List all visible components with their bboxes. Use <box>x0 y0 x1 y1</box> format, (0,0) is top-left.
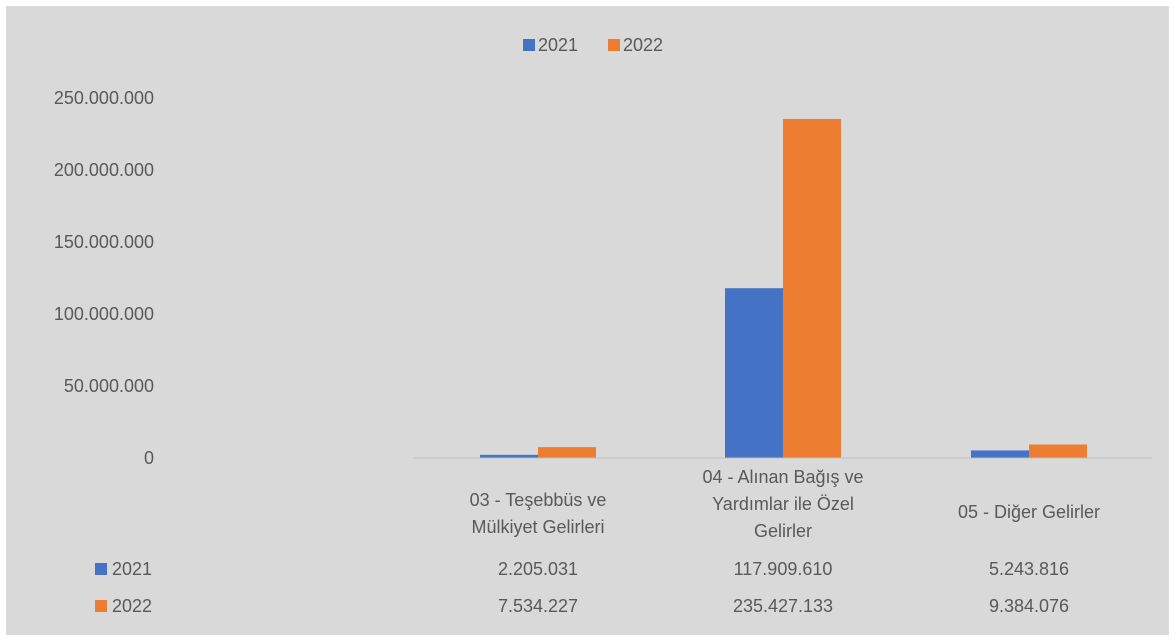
legend-label-2022: 2022 <box>623 35 663 55</box>
category-label-line: Gelirler <box>754 521 812 541</box>
y-tick-label: 100.000.000 <box>54 304 154 324</box>
bar-2022-1 <box>783 118 841 459</box>
table-cell-2021-1: 117.909.610 <box>734 559 833 579</box>
data-table: 2021 2.205.031 117.909.610 5.243.816 2022 7.5… <box>95 559 1069 616</box>
y-tick-label: 150.000.000 <box>54 232 154 252</box>
category-label: 04 - Alınan Bağış ve Yardımlar ile Özel Ge… <box>702 467 863 541</box>
category-label: 03 - Teşebbüs ve Mülkiyet Gelirleri <box>470 490 607 537</box>
bar-2022-2 <box>1029 444 1087 458</box>
table-cell-2021-2: 5.243.816 <box>989 559 1069 579</box>
y-axis-ticks: 0 50.000.000 100.000.000 150.000.000 200.000… <box>54 88 154 468</box>
bars <box>480 118 1087 459</box>
category-label-line: 03 - Teşebbüs ve <box>470 490 607 510</box>
legend-swatch-2022 <box>608 39 620 51</box>
category-label-line: 05 - Diğer Gelirler <box>958 502 1100 522</box>
y-tick-label: 200.000.000 <box>54 160 154 180</box>
bar-2022-0 <box>538 447 596 458</box>
bar-2021-1 <box>725 288 783 458</box>
y-tick-label: 0 <box>144 448 154 468</box>
chart-area: 2021 2022 0 50.000.000 100.000.000 150.000.0… <box>6 6 1169 635</box>
table-series-label-2022: 2022 <box>112 596 152 616</box>
legend: 2021 2022 <box>523 35 663 55</box>
table-swatch-2021 <box>95 563 107 575</box>
table-cell-2021-0: 2.205.031 <box>498 559 578 579</box>
category-label-line: Mülkiyet Gelirleri <box>471 517 604 537</box>
table-series-label-2021: 2021 <box>112 559 152 579</box>
y-tick-label: 250.000.000 <box>54 88 154 108</box>
table-cell-2022-1: 235.427.133 <box>733 596 833 616</box>
table-cell-2022-0: 7.534.227 <box>498 596 578 616</box>
bar-2021-2 <box>971 450 1029 458</box>
table-swatch-2022 <box>95 600 107 612</box>
category-label-line: Yardımlar ile Özel <box>712 494 854 514</box>
chart-svg: 2021 2022 0 50.000.000 100.000.000 150.000.0… <box>54 35 1152 616</box>
legend-swatch-2021 <box>523 39 535 51</box>
bar-2021-0 <box>480 454 538 458</box>
category-label: 05 - Diğer Gelirler <box>958 502 1100 522</box>
category-label-line: 04 - Alınan Bağış ve <box>702 467 863 487</box>
category-labels: 03 - Teşebbüs ve Mülkiyet Gelirleri 04 - A… <box>470 467 1100 541</box>
legend-label-2021: 2021 <box>538 35 578 55</box>
table-cell-2022-2: 9.384.076 <box>989 596 1069 616</box>
y-tick-label: 50.000.000 <box>64 376 154 396</box>
